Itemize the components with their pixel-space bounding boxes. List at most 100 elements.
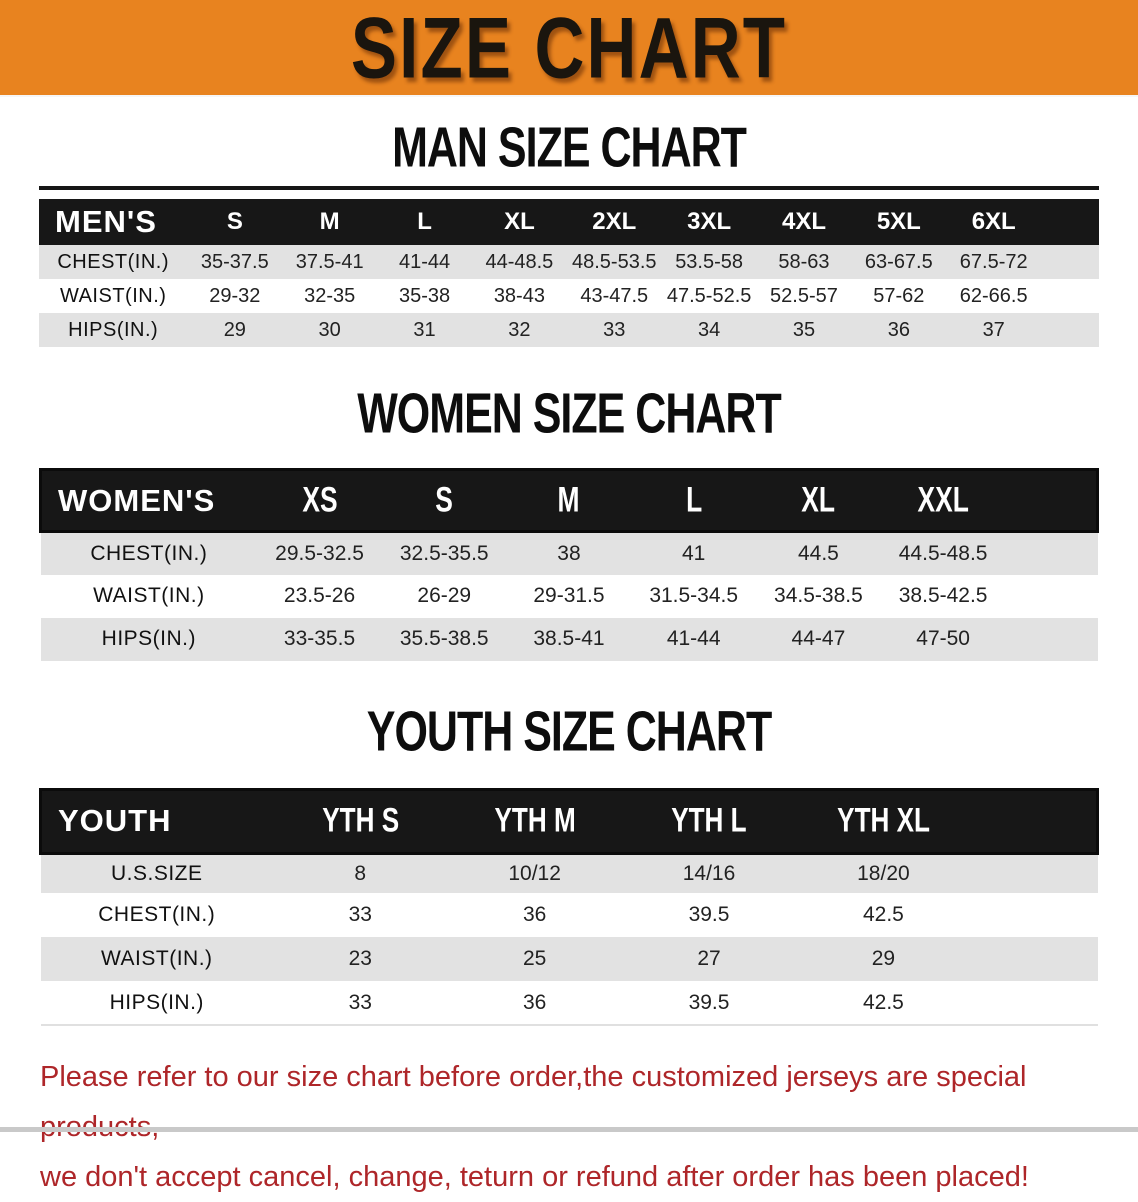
size-cell: 38.5-41 xyxy=(506,617,632,661)
youth-ussize-row: U.S.SIZE 8 10/12 14/16 18/20 xyxy=(40,853,1098,893)
women-size-table: WOMEN'S XS S M L XL XXL CHEST(IN.) 29.5-… xyxy=(39,468,1100,661)
size-cell: 37.5-41 xyxy=(282,245,378,279)
size-cell-spacer xyxy=(1041,279,1099,313)
row-label: WAIST(IN.) xyxy=(40,937,274,981)
men-header-row: MEN'S S M L XL 2XL 3XL 4XL 5XL 6XL xyxy=(39,199,1099,245)
size-cell-spacer xyxy=(1041,313,1099,347)
size-cell: 31.5-34.5 xyxy=(631,574,757,618)
size-cell: 41 xyxy=(631,531,757,575)
col-header-text: XL xyxy=(801,480,836,520)
notice-line-2: we don't accept cancel, change, teturn o… xyxy=(40,1161,1029,1193)
men-col-3xl: 3XL xyxy=(661,199,757,245)
col-header-text: L xyxy=(685,480,702,520)
bottom-divider xyxy=(0,1127,1138,1132)
size-cell: 36 xyxy=(447,893,622,937)
size-cell: 36 xyxy=(851,313,947,347)
youth-header-row: YOUTH YTH S YTH M YTH L YTH XL xyxy=(39,787,1099,855)
size-cell: 37 xyxy=(946,313,1042,347)
size-cell: 44-47 xyxy=(756,617,881,661)
size-cell: 35-38 xyxy=(377,279,472,313)
youth-waist-row: WAIST(IN.) 23 25 27 29 xyxy=(40,937,1098,981)
col-header-text: YTH L xyxy=(671,801,747,840)
men-heading-text: MAN SIZE CHART xyxy=(392,116,747,180)
women-col-s: S xyxy=(381,468,507,533)
women-col-spacer xyxy=(1005,468,1100,533)
men-col-s: S xyxy=(187,199,283,245)
size-cell: 47.5-52.5 xyxy=(661,279,757,313)
women-waist-row: WAIST(IN.) 23.5-26 26-29 29-31.5 31.5-34… xyxy=(40,574,1098,618)
col-header-text: M xyxy=(557,480,580,520)
col-header-text: XL xyxy=(504,208,535,235)
size-cell: 41-44 xyxy=(377,245,472,279)
women-section-heading: WOMEN SIZE CHART xyxy=(0,385,1138,442)
col-header-text: YTH S xyxy=(321,801,399,840)
men-col-4xl: 4XL xyxy=(756,199,852,245)
row-label: U.S.SIZE xyxy=(40,853,274,893)
youth-hips-row: HIPS(IN.) 33 36 39.5 42.5 xyxy=(40,981,1098,1026)
youth-chest-row: CHEST(IN.) 33 36 39.5 42.5 xyxy=(40,893,1098,937)
size-cell: 42.5 xyxy=(796,893,971,937)
size-cell: 29-32 xyxy=(187,279,283,313)
size-cell: 33 xyxy=(566,313,662,347)
size-cell: 33 xyxy=(273,893,448,937)
men-hips-row: HIPS(IN.) 29 30 31 32 33 34 35 36 37 xyxy=(39,313,1099,347)
men-table-top-rule xyxy=(39,186,1099,190)
col-header-text: YTH M xyxy=(494,801,576,840)
size-cell: 58-63 xyxy=(756,245,852,279)
size-cell: 44.5-48.5 xyxy=(880,531,1006,575)
size-cell: 27 xyxy=(621,937,797,981)
women-header-row: WOMEN'S XS S M L XL XXL xyxy=(39,468,1100,533)
size-cell: 34 xyxy=(661,313,757,347)
size-cell: 62-66.5 xyxy=(946,279,1042,313)
size-chart-banner: SIZE CHART xyxy=(0,0,1138,97)
men-col-l: L xyxy=(377,199,472,245)
size-cell: 18/20 xyxy=(796,853,971,893)
women-heading-text: WOMEN SIZE CHART xyxy=(357,382,782,446)
row-label: HIPS(IN.) xyxy=(40,981,274,1026)
size-cell: 42.5 xyxy=(796,981,971,1026)
size-cell: 39.5 xyxy=(621,981,797,1026)
row-label: WAIST(IN.) xyxy=(39,279,188,313)
col-header-text: 6XL xyxy=(971,208,1016,235)
size-cell-spacer xyxy=(970,893,1098,937)
size-cell: 29.5-32.5 xyxy=(257,531,382,575)
size-cell-spacer xyxy=(970,853,1098,893)
col-header-text: XS xyxy=(301,480,338,520)
size-cell: 57-62 xyxy=(851,279,947,313)
row-label: WAIST(IN.) xyxy=(40,574,258,618)
men-col-m: M xyxy=(282,199,378,245)
men-header-label: MEN'S xyxy=(39,199,188,245)
size-cell-spacer xyxy=(1005,574,1098,618)
size-cell: 67.5-72 xyxy=(946,245,1042,279)
men-col-6xl: 6XL xyxy=(946,199,1042,245)
youth-heading-text: YOUTH SIZE CHART xyxy=(366,699,772,764)
size-cell: 35-37.5 xyxy=(187,245,283,279)
col-header-text: L xyxy=(417,208,432,235)
col-header-text: 4XL xyxy=(781,208,826,235)
size-cell: 63-67.5 xyxy=(851,245,947,279)
size-cell: 39.5 xyxy=(621,893,797,937)
row-label: HIPS(IN.) xyxy=(40,617,258,661)
col-header-text: 5XL xyxy=(876,208,921,235)
men-col-spacer xyxy=(1041,199,1099,245)
size-cell: 30 xyxy=(282,313,378,347)
size-cell-spacer xyxy=(1005,531,1098,575)
size-cell: 33 xyxy=(273,981,448,1026)
banner-title: SIZE CHART xyxy=(350,0,788,97)
col-header-text: S xyxy=(226,208,243,235)
women-col-xs: XS xyxy=(257,468,382,533)
col-header-text: 3XL xyxy=(687,208,732,235)
size-cell: 33-35.5 xyxy=(257,617,382,661)
size-cell: 26-29 xyxy=(381,574,507,618)
size-cell-spacer xyxy=(1041,245,1099,279)
col-header-text: M xyxy=(319,208,340,235)
size-cell: 10/12 xyxy=(447,853,622,893)
size-cell: 38.5-42.5 xyxy=(880,574,1006,618)
women-col-m: M xyxy=(506,468,632,533)
women-chest-row: CHEST(IN.) 29.5-32.5 32.5-35.5 38 41 44.… xyxy=(40,531,1098,575)
size-cell: 44-48.5 xyxy=(471,245,567,279)
notice-line-1: Please refer to our size chart before or… xyxy=(40,1061,1027,1143)
size-cell: 43-47.5 xyxy=(566,279,662,313)
size-cell: 32 xyxy=(471,313,567,347)
women-col-xxl: XXL xyxy=(880,468,1006,533)
